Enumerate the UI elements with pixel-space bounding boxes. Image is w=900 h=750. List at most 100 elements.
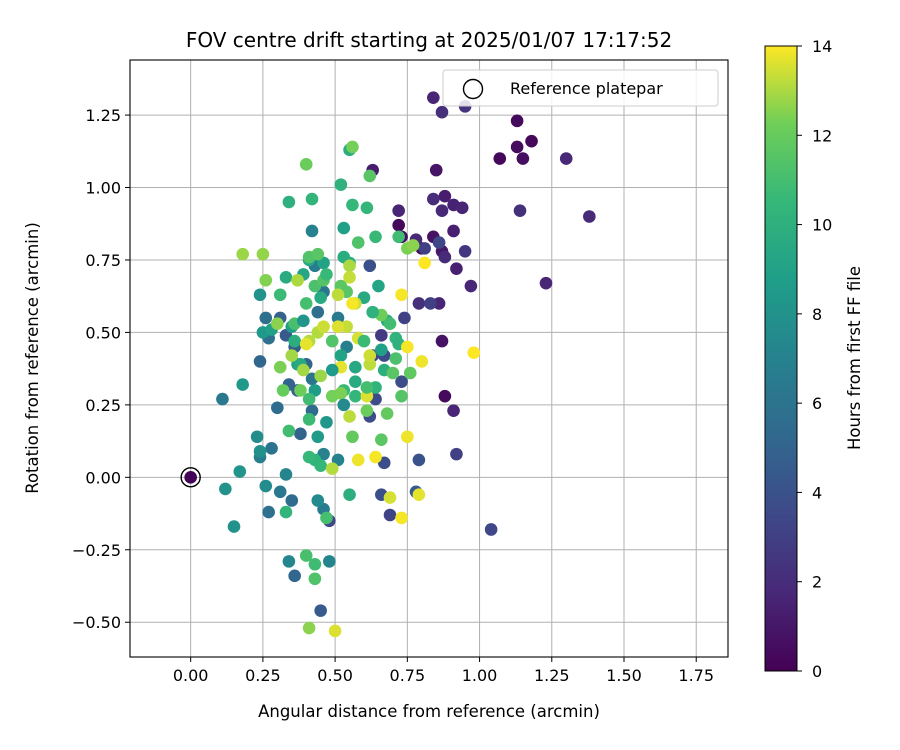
data-point [392, 218, 405, 232]
data-point [314, 369, 327, 383]
data-point [305, 192, 319, 206]
data-point [343, 271, 356, 284]
data-point [236, 247, 249, 261]
data-point [516, 152, 530, 165]
data-point [219, 482, 232, 496]
y-tick-label: 1.25 [85, 106, 121, 125]
y-axis-ticks: −0.50 −0.25 0.00 0.25 0.50 0.75 1.00 1.25 [72, 106, 130, 632]
data-point [273, 360, 287, 374]
y-tick-label: 0.25 [85, 396, 121, 415]
legend-marker [462, 78, 484, 100]
y-tick-label: 0.75 [85, 251, 121, 270]
data-point [328, 624, 342, 638]
data-point [438, 189, 452, 203]
data-point [464, 279, 478, 293]
data-point [395, 511, 408, 525]
data-point [510, 140, 524, 154]
data-point [583, 210, 596, 223]
data-point [271, 317, 284, 331]
data-point [369, 230, 382, 244]
data-point [349, 389, 362, 403]
data-point [320, 511, 333, 525]
data-point [383, 508, 397, 522]
data-point [510, 114, 524, 128]
data-point [424, 297, 437, 310]
data-point [401, 340, 414, 354]
legend-box [442, 69, 719, 107]
data-point [403, 366, 417, 380]
data-point [467, 346, 481, 360]
data-point [184, 471, 197, 484]
data-point [299, 337, 313, 351]
data-point [311, 305, 325, 319]
data-point [398, 311, 411, 325]
data-point [392, 204, 405, 217]
data-point [236, 378, 249, 391]
data-point [294, 384, 307, 397]
data-point [279, 468, 293, 481]
data-point [401, 430, 414, 444]
data-point [337, 398, 351, 412]
data-point [331, 320, 345, 333]
data-point [363, 259, 377, 273]
data-point [331, 311, 345, 325]
data-point [346, 297, 359, 310]
data-point [273, 288, 287, 302]
data-point [297, 314, 310, 328]
data-point [302, 621, 316, 635]
data-point [395, 375, 408, 388]
data-point [435, 204, 449, 217]
data-point [308, 572, 322, 586]
data-point [383, 317, 397, 331]
data-point [432, 297, 446, 310]
data-point [311, 430, 325, 444]
data-point [320, 268, 333, 281]
y-tick-label: 0.50 [85, 323, 121, 342]
colorbar-tick-label: 2 [812, 573, 822, 592]
data-point [418, 242, 431, 255]
plot-background [130, 60, 728, 657]
data-point [559, 152, 573, 165]
data-point [253, 355, 267, 368]
data-point [334, 178, 348, 191]
data-point [317, 320, 330, 333]
data-point [285, 349, 299, 362]
data-point [412, 488, 426, 502]
data-point [216, 392, 229, 406]
data-point [323, 555, 336, 568]
data-point [273, 485, 287, 499]
data-point [389, 352, 403, 365]
data-point [233, 465, 247, 478]
data-point [259, 479, 273, 493]
data-point [484, 523, 498, 536]
data-point [418, 256, 431, 270]
data-point [395, 288, 408, 302]
data-point [334, 386, 348, 400]
data-point [288, 569, 301, 583]
data-point [369, 381, 382, 394]
data-point [256, 247, 270, 261]
x-tick-label: 1.75 [678, 666, 714, 685]
data-point [493, 152, 507, 165]
data-point [337, 221, 351, 235]
data-point [429, 163, 443, 177]
data-point [360, 404, 374, 417]
data-point [343, 410, 356, 423]
x-tick-label: 1.50 [606, 666, 642, 685]
data-point [279, 505, 293, 519]
data-point [392, 230, 405, 244]
data-point [375, 329, 388, 342]
data-point [415, 355, 429, 368]
data-point [331, 288, 345, 302]
data-point [360, 381, 374, 394]
data-point [438, 389, 452, 403]
y-axis-label: Rotation from reference (arcmin) [23, 222, 42, 494]
colorbar-gradient [764, 45, 798, 672]
data-point [525, 134, 538, 148]
data-point [297, 363, 310, 377]
reference-marker [180, 467, 201, 488]
data-point [282, 195, 296, 209]
data-point [265, 442, 278, 455]
data-point [294, 427, 307, 441]
data-point [357, 334, 371, 348]
